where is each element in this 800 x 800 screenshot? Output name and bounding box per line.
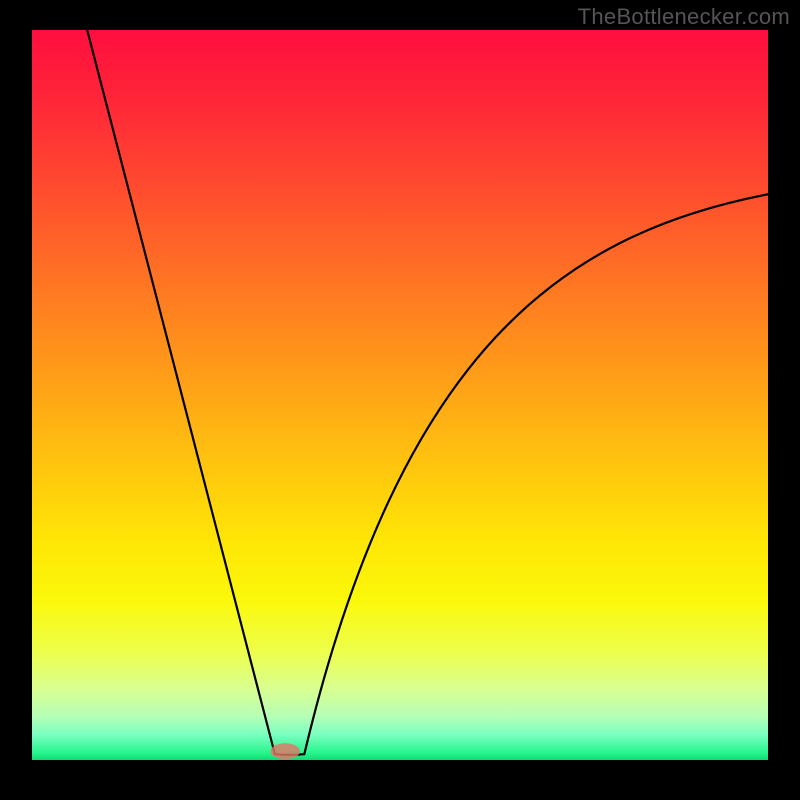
- optimal-point-marker: [270, 743, 299, 759]
- plot-background: [32, 30, 768, 760]
- bottleneck-chart: [0, 0, 800, 800]
- watermark-text: TheBottlenecker.com: [578, 4, 790, 30]
